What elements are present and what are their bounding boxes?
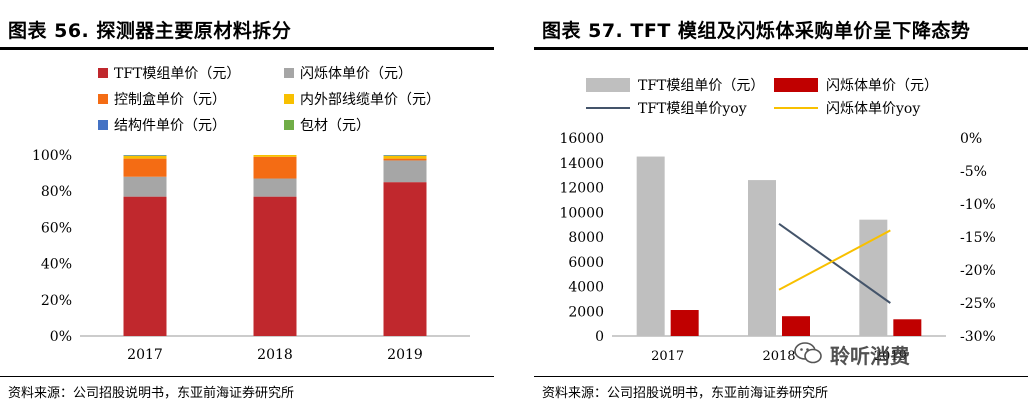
- bar-segment: [123, 158, 167, 177]
- y-tick-label: 16000: [559, 131, 604, 147]
- bar-segment: [253, 156, 297, 179]
- bar-segment: [383, 155, 427, 156]
- legend-label: 闪烁体单价（元）: [300, 66, 412, 82]
- y2-tick-label: -10%: [960, 197, 996, 213]
- left-source-note: 资料来源：公司招股说明书，东亚前海证券研究所: [8, 386, 295, 401]
- bar-segment: [123, 196, 167, 336]
- legend-swatch: [284, 68, 294, 78]
- right-source-rule: [534, 376, 1028, 377]
- right-chart-title: 图表 57. TFT 模组及闪烁体采购单价呈下降态势: [542, 20, 971, 42]
- y-tick-label: 4000: [568, 280, 604, 296]
- right-chart-panel: 图表 57. TFT 模组及闪烁体采购单价呈下降态势 TFT模组单价（元） 闪烁体…: [534, 0, 1028, 404]
- bar: [782, 316, 810, 336]
- left-title-rule: [0, 47, 494, 50]
- legend-swatch: [98, 68, 108, 78]
- y-tick-label: 10000: [559, 205, 604, 221]
- legend-label: 结构件单价（元）: [114, 118, 226, 134]
- legend-swatch: [284, 94, 294, 104]
- legend-swatch: [98, 94, 108, 104]
- bar-segment: [123, 155, 167, 156]
- legend-swatch: [284, 120, 294, 130]
- legend-label: 闪烁体单价yoy: [826, 101, 920, 117]
- legend-swatch: [586, 78, 630, 92]
- x-tick-label: 2017: [127, 347, 163, 363]
- y-tick-label: 80%: [41, 184, 72, 200]
- y-tick-label: 20%: [41, 293, 72, 309]
- right-source-note: 资料来源：公司招股说明书，东亚前海证券研究所: [542, 386, 829, 401]
- left-source-rule: [0, 376, 494, 377]
- legend-label: 内外部线缆单价（元）: [300, 92, 440, 108]
- bar-segment: [383, 158, 427, 161]
- y-tick-label: 0: [595, 329, 604, 345]
- legend-swatch: [98, 120, 108, 130]
- legend-label: TFT模组单价（元）: [638, 78, 764, 94]
- bar-segment: [253, 196, 297, 336]
- y-tick-label: 2000: [568, 304, 604, 320]
- bar-segment: [383, 155, 427, 159]
- y2-tick-label: -15%: [960, 230, 996, 246]
- left-chart-title: 图表 56. 探测器主要原材料拆分: [8, 20, 292, 42]
- legend-label: 包材（元）: [300, 118, 370, 134]
- bar: [893, 319, 922, 336]
- bar-segment: [123, 176, 167, 197]
- x-tick-label: 2018: [257, 347, 293, 363]
- y2-tick-label: -30%: [960, 329, 996, 345]
- legend-label: TFT模组单价（元）: [114, 66, 240, 82]
- y-tick-label: 8000: [568, 230, 604, 246]
- bar: [859, 219, 888, 336]
- x-tick-label: 2017: [651, 349, 684, 364]
- left-chart-panel: 图表 56. 探测器主要原材料拆分 TFT模组单价（元） 闪烁体单价（元） 控制盒单…: [0, 0, 494, 404]
- legend-label: 控制盒单价（元）: [114, 91, 226, 108]
- bar: [748, 180, 776, 336]
- y-tick-label: 60%: [41, 220, 72, 236]
- y2-tick-label: -25%: [960, 296, 996, 312]
- bar-segment: [253, 155, 297, 157]
- y-tick-label: 0%: [50, 329, 72, 345]
- x-tick-label: 2019: [387, 347, 423, 363]
- x-tick-label: 2019: [874, 349, 907, 364]
- y-tick-label: 40%: [41, 257, 72, 273]
- y2-tick-label: 0%: [960, 131, 982, 147]
- stacked-bar-chart: TFT模组单价（元） 闪烁体单价（元） 控制盒单价（元） 内外部线缆单价（元） 结构件单…: [32, 66, 470, 363]
- bar-segment: [383, 182, 427, 336]
- y-tick-label: 14000: [559, 156, 604, 172]
- combo-bar-line-chart: TFT模组单价（元） 闪烁体单价（元） TFT模组单价yoy 闪烁体单价yoy 0 200…: [559, 78, 996, 364]
- series-line: [778, 229, 891, 291]
- wechat-icon: [794, 342, 822, 364]
- x-tick-label: 2018: [762, 349, 795, 364]
- legend-label: 闪烁体单价（元）: [826, 78, 938, 94]
- bar: [636, 156, 665, 336]
- y-tick-label: 100%: [32, 148, 72, 164]
- y2-tick-label: -5%: [960, 164, 987, 180]
- bar-segment: [123, 155, 167, 159]
- watermark-text: 聆听消费: [830, 344, 910, 368]
- right-title-rule: [534, 47, 1028, 50]
- y-tick-label: 6000: [568, 255, 604, 271]
- y-tick-label: 12000: [559, 181, 604, 197]
- series-line: [778, 222, 891, 304]
- bar-segment: [253, 178, 297, 197]
- bar-segment: [383, 160, 427, 183]
- bar: [670, 310, 699, 336]
- legend-swatch: [774, 78, 818, 92]
- y2-tick-label: -20%: [960, 263, 996, 279]
- legend-label: TFT模组单价yoy: [638, 101, 747, 117]
